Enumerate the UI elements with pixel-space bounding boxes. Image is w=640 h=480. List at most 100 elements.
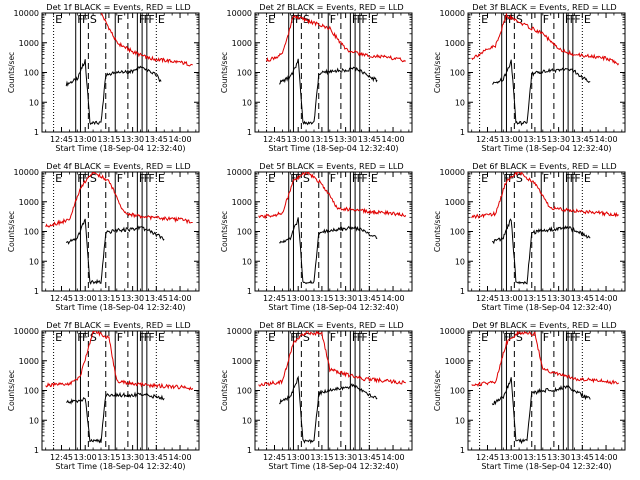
series-line-lld [45,331,194,391]
data-layer [266,14,406,126]
y-tick-label: 1 [460,287,465,296]
y-tick-label: 10000 [440,327,465,336]
x-axis-label: Start Time (18-Sep-04 12:32:40) [268,144,398,153]
y-tick-label: 10000 [14,327,39,336]
plot-frame [41,330,200,451]
x-tick-label: 14:00 [169,294,192,303]
marker-label: E [481,13,488,26]
marker-label: E [371,13,378,26]
y-tick-label: 1 [34,446,39,455]
y-tick-label: 1000 [232,198,252,207]
panel-det-1f: Det 1f BLACK = Events, RED = LLD 1 10 100 10… [7,2,200,153]
series-line-events [66,391,165,444]
x-tick-label: 14:00 [382,453,405,462]
plot-frame [467,12,626,133]
y-axis-label: Counts/sec [7,52,16,93]
data-layer [471,172,619,285]
x-tick-label: 13:45 [358,135,381,144]
y-tick-label: 10000 [227,168,252,177]
marker-label: E [371,331,378,344]
y-tick-label: 100 [450,69,465,78]
x-tick-label: 13:15 [97,453,120,462]
marker-label: E [584,172,591,185]
y-tick-label: 10 [455,416,465,425]
y-tick-label: 1000 [445,39,465,48]
x-tick-label: 12:45 [263,294,286,303]
marker-label: E [55,331,62,344]
marker-label: F [82,172,88,185]
x-tick-label: 13:30 [121,135,144,144]
plot-frame [467,330,626,451]
series-line-lld [266,14,406,63]
panel-det-8f: Det 8f BLACK = Events, RED = LLD 1 10 100 10… [220,320,413,471]
series-line-events [491,218,591,285]
x-axis-label: Start Time (18-Sep-04 12:32:40) [481,462,611,471]
plot-frame [467,171,626,292]
x-axis-label: Start Time (18-Sep-04 12:32:40) [55,144,185,153]
x-tick-label: 13:30 [121,294,144,303]
panel-det-5f: Det 5f BLACK = Events, RED = LLD 1 10 100 10… [220,161,413,312]
data-layer [45,172,193,285]
y-tick-label: 1 [247,128,252,137]
data-layer [65,13,193,126]
marker-label: E [55,172,62,185]
x-axis-label: Start Time (18-Sep-04 12:32:40) [55,462,185,471]
marker-label: F [574,13,580,26]
marker-label: E [371,172,378,185]
panel-title: Det 8f BLACK = Events, RED = LLD [259,320,403,330]
x-tick-label: 12:45 [476,135,499,144]
x-tick-label: 14:00 [382,135,405,144]
marker-label: F [82,13,88,26]
x-tick-label: 13:00 [287,294,310,303]
y-tick-label: 1 [34,128,39,137]
y-tick-label: 10000 [440,9,465,18]
data-layer [45,331,194,444]
y-tick-label: 1 [247,287,252,296]
series-line-lld [258,172,407,220]
x-tick-label: 13:45 [358,294,381,303]
data-layer [471,13,620,127]
series-line-events [65,218,165,285]
marker-label: E [158,13,165,26]
y-tick-label: 10000 [227,9,252,18]
x-axis-label: Start Time (18-Sep-04 12:32:40) [55,303,185,312]
x-tick-label: 13:00 [74,135,97,144]
panel-title: Det 1f BLACK = Events, RED = LLD [46,2,190,12]
x-tick-label: 12:45 [50,135,73,144]
panel-det-7f: Det 7f BLACK = Events, RED = LLD 1 10 100 10… [7,320,200,471]
marker-label: E [158,331,165,344]
x-tick-label: 13:45 [145,294,168,303]
x-tick-label: 12:45 [50,294,73,303]
y-tick-label: 10 [455,98,465,107]
marker-label: F [508,331,514,344]
x-tick-label: 13:00 [500,135,523,144]
x-tick-label: 13:30 [334,294,357,303]
marker-label: F [543,331,549,344]
panel-title: Det 4f BLACK = Events, RED = LLD [46,161,190,171]
x-tick-label: 13:30 [547,135,570,144]
marker-label: S [516,172,523,185]
y-tick-label: 100 [24,387,39,396]
marker-label: F [330,172,336,185]
x-tick-label: 13:15 [97,135,120,144]
marker-label: F [574,331,580,344]
series-line-lld [258,331,406,387]
x-tick-label: 13:00 [74,294,97,303]
series-line-lld [100,13,193,67]
y-tick-label: 1000 [19,39,39,48]
marker-label: F [508,172,514,185]
y-axis-label: Counts/sec [433,370,442,411]
marker-label: E [158,172,165,185]
marker-label: E [268,172,275,185]
y-tick-label: 100 [24,69,39,78]
data-layer [258,331,406,445]
y-tick-label: 10 [242,98,252,107]
y-tick-label: 100 [24,228,39,237]
x-tick-label: 13:00 [74,453,97,462]
marker-label: F [574,172,580,185]
series-line-lld [471,331,620,387]
panel-det-9f: Det 9f BLACK = Events, RED = LLD 1 10 100 10… [433,320,626,471]
series-line-events [491,59,591,127]
panel-title: Det 2f BLACK = Events, RED = LLD [259,2,403,12]
x-tick-label: 13:45 [145,453,168,462]
